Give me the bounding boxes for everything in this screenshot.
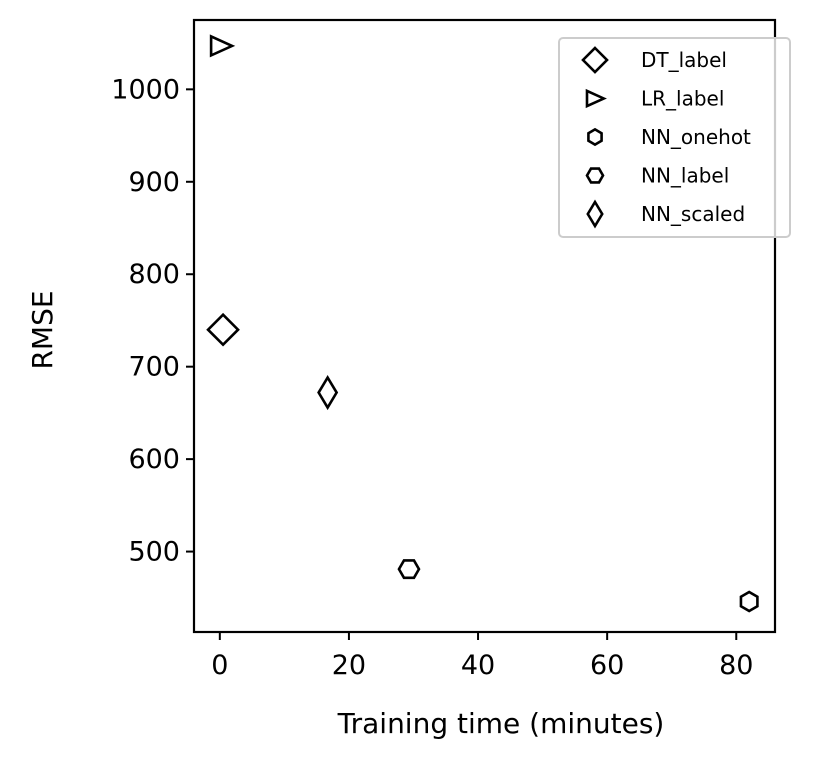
y-axis-label: RMSE	[26, 290, 59, 369]
data-point-dt-label	[206, 312, 240, 347]
x-axis-label: Training time (minutes)	[337, 707, 665, 740]
y-tick-label: 700	[128, 352, 180, 383]
x-tick-label: 0	[211, 650, 228, 681]
legend-label: NN_label	[641, 164, 729, 188]
legend-label: LR_label	[641, 87, 724, 111]
y-tick-label: 800	[128, 259, 180, 290]
y-tick-label: 500	[128, 537, 180, 568]
x-tick-label: 80	[719, 650, 753, 681]
legend-label: DT_label	[641, 48, 727, 72]
legend-marker-nn-onehot	[587, 127, 603, 147]
x-tick-label: 40	[461, 650, 495, 681]
y-tick-label: 600	[128, 444, 180, 475]
plot-frame	[192, 18, 777, 634]
legend-label: NN_onehot	[641, 125, 751, 149]
legend-marker-dt-label	[581, 46, 609, 74]
legend-marker-lr-label	[585, 88, 607, 109]
y-tick-label: 900	[128, 167, 180, 198]
legend-marker-nn-label	[585, 167, 605, 184]
data-point-lr-label	[209, 34, 236, 58]
legend-marker-nn-scaled	[586, 199, 604, 229]
x-tick-label: 60	[590, 650, 624, 681]
data-point-nn-onehot	[739, 590, 759, 613]
x-tick-label: 20	[332, 650, 366, 681]
data-markers	[206, 34, 759, 613]
legend-label: NN_scaled	[641, 202, 745, 226]
y-axis-ticks: 500 600 700 800 900 1000	[111, 74, 194, 568]
data-point-nn-label	[397, 559, 421, 580]
y-tick-label: 1000	[111, 74, 180, 105]
legend-entries: DT_label LR_label NN_onehot NN_label NN_scal…	[581, 46, 751, 229]
x-axis-ticks: 0 20 40 60 80	[211, 632, 753, 681]
legend: DT_label LR_label NN_onehot NN_label NN_scal…	[558, 37, 791, 238]
legend-box	[558, 37, 791, 238]
data-point-nn-scaled	[317, 375, 339, 411]
